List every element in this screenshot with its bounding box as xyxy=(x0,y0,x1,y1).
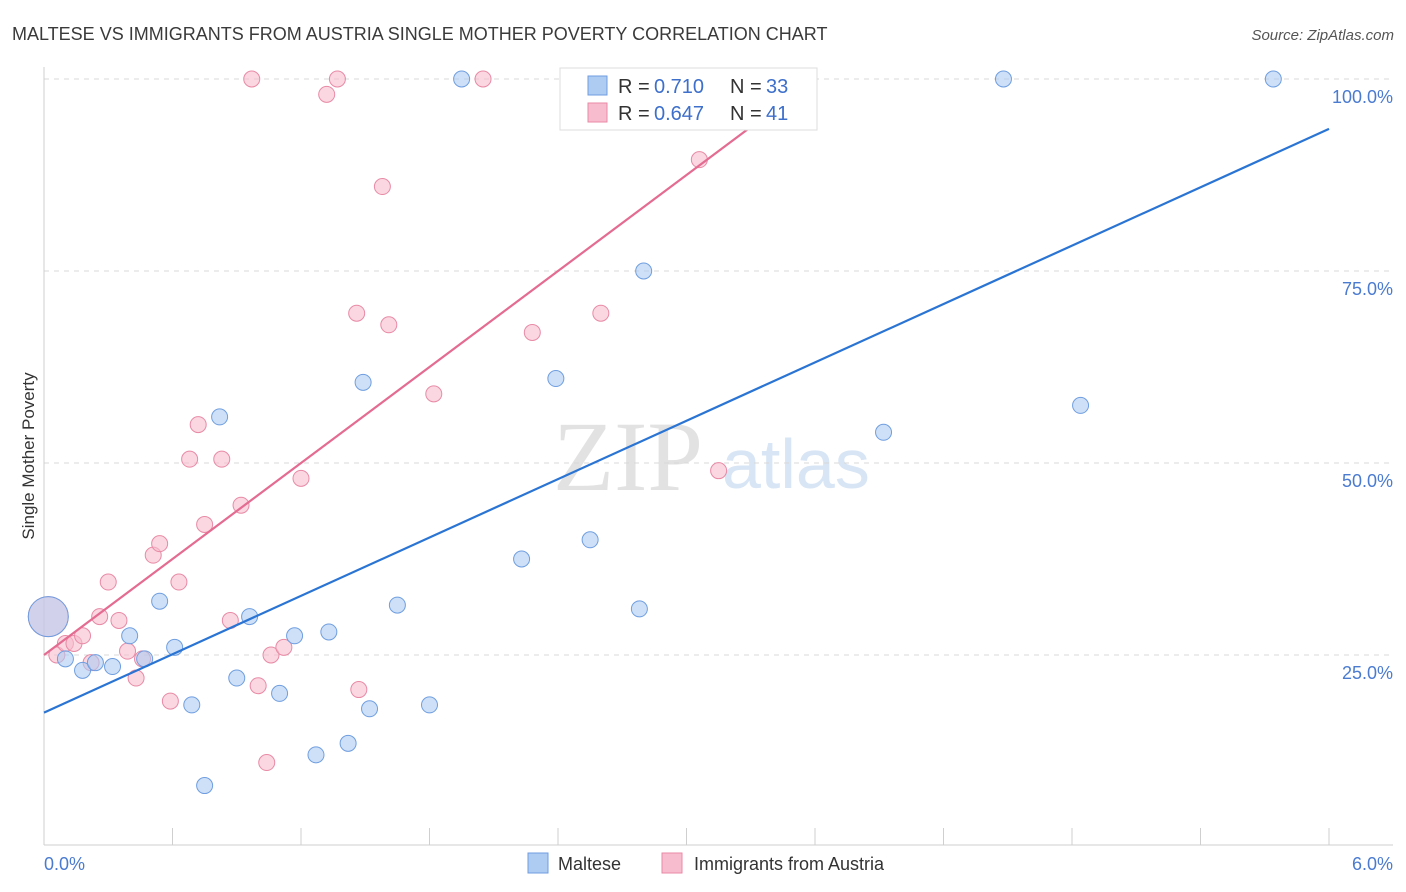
maltese-point xyxy=(74,661,92,679)
austria-point xyxy=(189,416,207,434)
bottom-legend-label-maltese: Maltese xyxy=(558,854,621,874)
austria-point xyxy=(348,304,366,322)
legend-r-value-austria: 0.647 xyxy=(654,103,704,125)
austria-point xyxy=(196,515,214,533)
maltese-point xyxy=(320,623,338,641)
austria-point xyxy=(151,535,169,553)
austria-point xyxy=(181,450,199,468)
maltese-point xyxy=(339,734,357,752)
trend-line-maltese xyxy=(43,127,1330,714)
austria-point xyxy=(249,677,267,695)
austria-point xyxy=(292,469,310,487)
y-tick-label: 25.0% xyxy=(1342,663,1393,683)
maltese-point xyxy=(513,550,531,568)
austria-point xyxy=(170,573,188,591)
maltese-point xyxy=(635,262,653,280)
legend-top: R = 0.710 N = 33 R = 0.647 N = 41 xyxy=(559,67,818,131)
maltese-point xyxy=(994,70,1012,88)
y-axis-label: Single Mother Poverty xyxy=(19,372,38,540)
legend-swatch-maltese xyxy=(587,75,608,96)
axes xyxy=(43,67,1393,846)
maltese-point xyxy=(421,696,438,714)
austria-point xyxy=(119,642,137,660)
austria-point xyxy=(243,70,261,88)
x-tick-labels: 0.0% 6.0% xyxy=(44,854,1393,874)
legend-r-value-maltese: 0.710 xyxy=(654,76,704,98)
trend-line-austria xyxy=(43,78,816,656)
austria-point xyxy=(328,70,346,88)
austria-point xyxy=(258,754,276,772)
chart-source: Source: ZipAtlas.com xyxy=(1251,27,1394,44)
austria-point xyxy=(318,85,336,103)
legend-r-label-maltese: R = xyxy=(618,76,650,98)
austria-point xyxy=(380,316,398,334)
austria-point xyxy=(262,646,280,664)
legend-n-value-maltese: 33 xyxy=(766,76,788,98)
maltese-point xyxy=(86,654,104,672)
maltese-point xyxy=(581,531,599,549)
maltese-point xyxy=(354,373,372,391)
austria-point xyxy=(523,323,541,341)
legend-n-label-austria: N = xyxy=(730,103,762,125)
austria-point xyxy=(373,178,391,196)
maltese-point xyxy=(388,596,406,614)
austria-point xyxy=(99,573,117,591)
trend-lines xyxy=(43,78,1330,714)
maltese-point xyxy=(151,592,169,610)
bottom-legend-label-austria: Immigrants from Austria xyxy=(694,854,885,874)
maltese-point xyxy=(1072,396,1090,414)
maltese-point xyxy=(875,423,893,441)
austria-point xyxy=(425,385,443,403)
watermark: ZIP atlas xyxy=(553,401,870,512)
watermark-zip: ZIP xyxy=(553,401,703,512)
austria-point xyxy=(474,70,492,88)
maltese-point xyxy=(361,700,379,718)
series-maltese-points xyxy=(27,70,1282,795)
maltese-point xyxy=(630,600,648,618)
maltese-point xyxy=(56,650,74,668)
austria-point xyxy=(91,608,109,626)
watermark-atlas: atlas xyxy=(722,425,870,503)
x-ticks xyxy=(43,828,1330,845)
austria-point xyxy=(74,627,92,645)
legend-swatch-austria xyxy=(587,102,608,123)
bottom-legend-swatch-austria xyxy=(661,852,683,874)
austria-point xyxy=(161,692,179,710)
legend-bottom: Maltese Immigrants from Austria xyxy=(527,852,885,874)
austria-point xyxy=(110,611,128,629)
y-tick-labels: 25.0% 50.0% 75.0% 100.0% xyxy=(1332,87,1393,683)
maltese-point xyxy=(547,370,565,388)
chart-title: MALTESE VS IMMIGRANTS FROM AUSTRIA SINGL… xyxy=(12,24,827,44)
maltese-point xyxy=(183,696,201,714)
maltese-point xyxy=(211,408,229,426)
austria-point xyxy=(275,638,293,656)
maltese-point xyxy=(104,658,122,676)
y-tick-label: 50.0% xyxy=(1342,471,1393,491)
maltese-point xyxy=(228,669,246,687)
x-tick-label: 0.0% xyxy=(44,854,85,874)
legend-n-value-austria: 41 xyxy=(766,103,788,125)
bottom-legend-swatch-maltese xyxy=(527,852,549,874)
austria-point xyxy=(710,462,728,480)
maltese-point xyxy=(121,627,139,645)
maltese-point xyxy=(1264,70,1282,88)
legend-r-label-austria: R = xyxy=(618,103,650,125)
austria-point xyxy=(592,304,610,322)
y-tick-label: 100.0% xyxy=(1332,87,1393,107)
austria-point xyxy=(213,450,231,468)
maltese-point xyxy=(27,596,69,638)
y-tick-label: 75.0% xyxy=(1342,279,1393,299)
x-tick-label: 6.0% xyxy=(1352,854,1393,874)
legend-n-label-maltese: N = xyxy=(730,76,762,98)
maltese-point xyxy=(286,627,304,645)
maltese-point xyxy=(453,70,471,88)
maltese-point xyxy=(307,746,325,764)
gridlines xyxy=(44,78,1393,656)
austria-point xyxy=(232,496,250,514)
maltese-point xyxy=(196,777,214,795)
maltese-point xyxy=(271,684,289,702)
austria-point xyxy=(350,681,368,699)
